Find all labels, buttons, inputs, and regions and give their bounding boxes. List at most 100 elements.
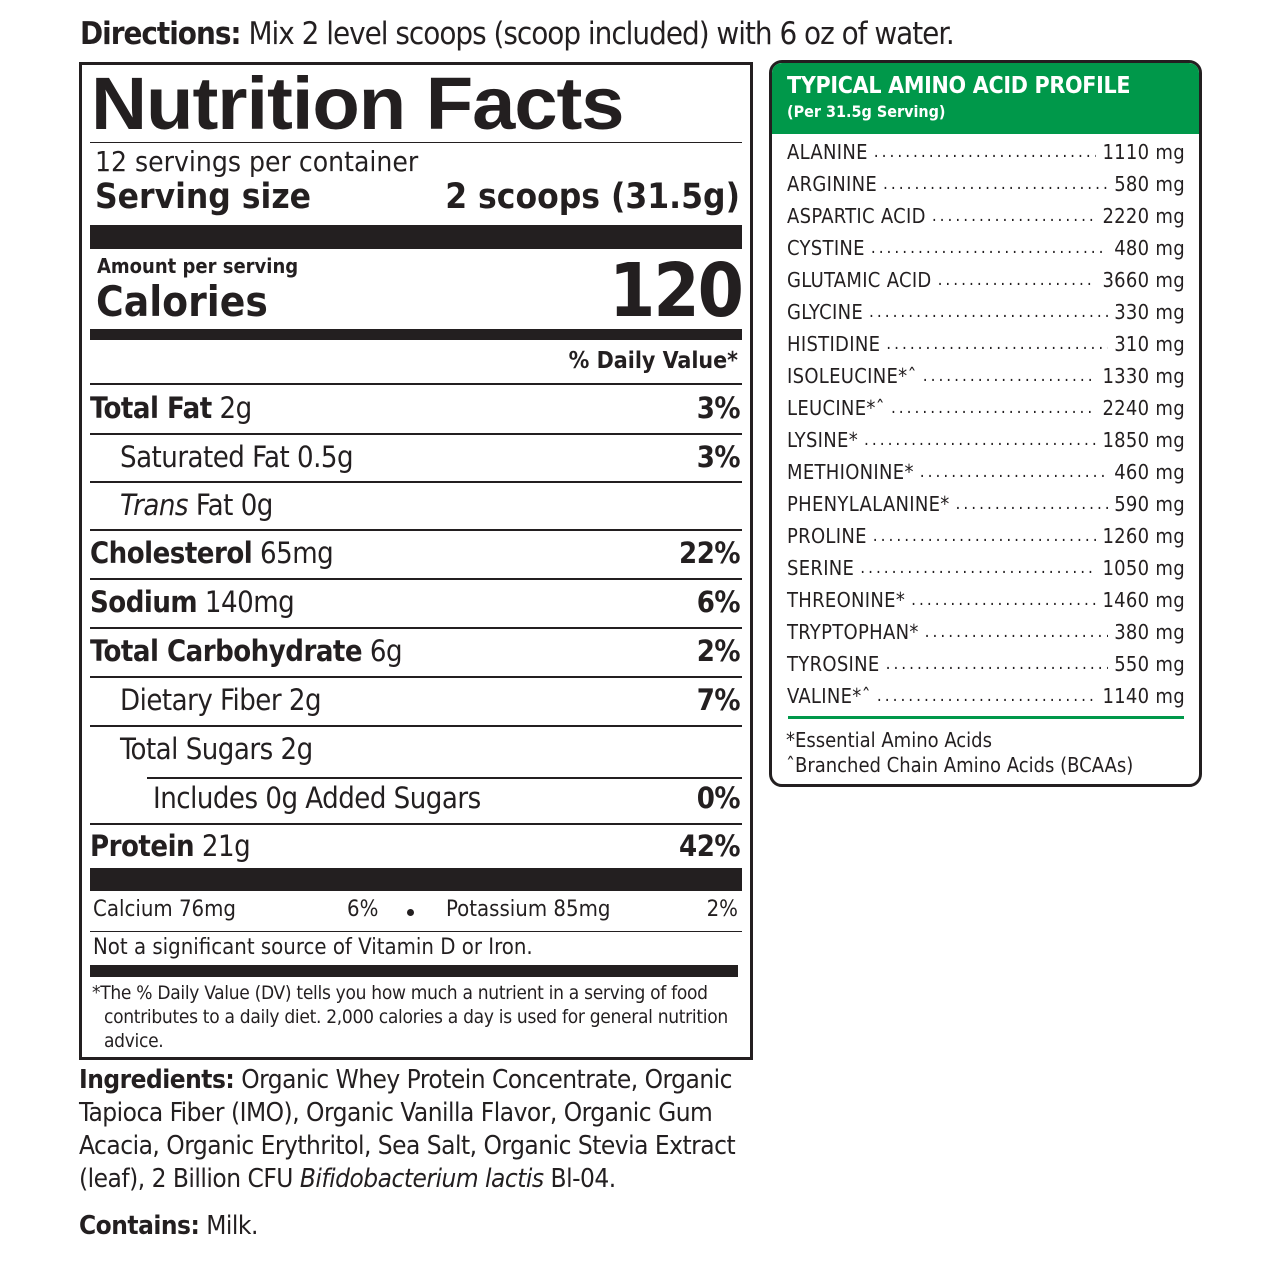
nutrient-row-sodium: Sodium 140mg 6% [90, 578, 741, 626]
amino-name: ISOLEUCINE*ˆ [787, 364, 917, 388]
divider [90, 931, 742, 932]
medium-bar [90, 329, 742, 340]
mineral-dv: 6% [347, 897, 379, 922]
nutrient-dv: 42% [679, 829, 740, 863]
servings-per-container: 12 servings per container [95, 145, 419, 178]
amino-row: ALANINE.................................… [787, 136, 1185, 168]
nutrient-amount: 6g [369, 634, 403, 668]
nutrient-amount: 2g [219, 391, 252, 425]
mineral-amount: 85mg [553, 897, 611, 922]
nutrient-name: Sodium [90, 585, 198, 619]
mineral-potassium: Potassium 85mg [446, 897, 610, 922]
divider [90, 578, 742, 580]
amino-value: 460 mg [1114, 460, 1185, 484]
amino-value: 550 mg [1114, 652, 1185, 676]
nutrient-dv: 7% [696, 683, 741, 717]
divider [90, 529, 742, 531]
nutrient-amount: 65mg [260, 536, 334, 570]
leader-dots: ........................................… [890, 398, 1096, 418]
nutrient-row-cholesterol: Cholesterol 65mg 22% [90, 529, 740, 577]
divider [90, 433, 742, 435]
amino-row: LEUCINE*ˆ...............................… [787, 392, 1185, 424]
leader-dots: ........................................… [931, 206, 1097, 226]
nutrient-amount: 0.5g [297, 440, 354, 474]
mineral-name: Potassium [446, 897, 548, 922]
amino-value: 1140 mg [1102, 684, 1185, 708]
amino-value: 580 mg [1114, 172, 1185, 196]
nutrient-amount: 21g [201, 829, 251, 863]
calories-value: 120 [609, 248, 744, 334]
amino-row: ARGININE................................… [787, 168, 1185, 200]
amino-name: HISTIDINE [787, 332, 881, 356]
amino-name: METHIONINE* [787, 460, 914, 484]
amino-row: LYSINE*.................................… [787, 424, 1185, 456]
amino-value: 1050 mg [1102, 556, 1185, 580]
nutrient-name: Cholesterol [90, 536, 253, 570]
nutrient-amount: 2g [280, 732, 313, 766]
amino-title: TYPICAL AMINO ACID PROFILE [787, 73, 1131, 99]
amino-name: SERINE [787, 556, 855, 580]
divider [90, 823, 742, 825]
leader-dots: ........................................… [919, 462, 1109, 482]
amino-row: ASPARTIC ACID...........................… [787, 200, 1185, 232]
amino-row: CYSTINE.................................… [787, 232, 1185, 264]
ingredients-tail: Bl-04. [550, 1164, 617, 1194]
mineral-name: Calcium [93, 897, 173, 922]
not-significant-note: Not a significant source of Vitamin D or… [93, 935, 533, 960]
divider [147, 777, 742, 779]
ingredients-label: Ingredients: [79, 1065, 235, 1095]
nutrient-row-total-fat: Total Fat 2g 3% [90, 384, 741, 432]
leader-dots: ........................................… [876, 686, 1097, 706]
ingredients-text: Organic Whey Protein Concentrate, Organi… [79, 1065, 736, 1194]
mineral-dv: 2% [706, 897, 738, 922]
amino-row: VALINE*ˆ................................… [787, 680, 1185, 712]
nutrient-name: Total Sugars [120, 732, 273, 766]
leader-dots: ........................................… [911, 590, 1096, 610]
nutrient-dv: 0% [696, 781, 741, 815]
amino-name: ARGININE [787, 172, 878, 196]
amino-row: PHENYLALANINE*..........................… [787, 488, 1185, 520]
leader-dots: ........................................… [860, 558, 1096, 578]
nutrient-row-total-carbohydrate: Total Carbohydrate 6g 2% [90, 627, 741, 675]
leader-dots: ........................................… [883, 174, 1109, 194]
nutrient-name: Dietary Fiber [120, 683, 282, 717]
amino-subtitle: (Per 31.5g Serving) [787, 102, 946, 121]
amino-row: ISOLEUCINE*ˆ............................… [787, 360, 1185, 392]
ingredients-italic: Bifidobacterium lactis [299, 1164, 544, 1194]
amino-row: TRYPTOPHAN*.............................… [787, 616, 1185, 648]
leader-dots: ........................................… [873, 142, 1097, 162]
leader-dots: ........................................… [886, 334, 1109, 354]
amino-name: TRYPTOPHAN* [787, 620, 919, 644]
amino-name: TYROSINE [787, 652, 880, 676]
divider [90, 142, 742, 143]
nutrient-dv: 6% [696, 585, 741, 619]
serving-size-value: 2 scoops (31.5g) [445, 177, 740, 217]
medium-bar [90, 965, 738, 977]
mineral-amount: 76mg [178, 897, 236, 922]
directions-text: Mix 2 level scoops (scoop included) with… [248, 16, 954, 52]
divider [90, 676, 742, 678]
amino-value: 380 mg [1114, 620, 1185, 644]
leader-dots: ........................................… [922, 366, 1097, 386]
amino-value: 1260 mg [1102, 524, 1185, 548]
directions: Directions: Mix 2 level scoops (scoop in… [80, 16, 955, 52]
amino-footnote: *Essential Amino Acids [786, 728, 992, 752]
nutrient-row-total-sugars: Total Sugars 2g [120, 725, 740, 773]
nutrient-name: Trans [120, 488, 189, 522]
amino-name: LYSINE* [787, 428, 858, 452]
mineral-calcium: Calcium 76mg [93, 897, 236, 922]
amino-value: 590 mg [1114, 492, 1185, 516]
amino-value: 2240 mg [1102, 396, 1185, 420]
amino-row: PROLINE.................................… [787, 520, 1185, 552]
daily-value-header: % Daily Value* [568, 348, 738, 374]
ingredients: Ingredients: Organic Whey Protein Concen… [79, 1064, 759, 1196]
amino-value: 2220 mg [1102, 204, 1185, 228]
nutrient-name: Includes 0g Added Sugars [153, 781, 481, 815]
nutrient-dv: 22% [679, 536, 740, 570]
nutrient-name: Protein [90, 829, 195, 863]
leader-dots: ........................................… [937, 270, 1097, 290]
thick-bar [90, 868, 742, 891]
nutrient-dv: 3% [696, 440, 741, 474]
nutrient-amount: 2g [288, 683, 322, 717]
amino-value: 330 mg [1114, 300, 1185, 324]
